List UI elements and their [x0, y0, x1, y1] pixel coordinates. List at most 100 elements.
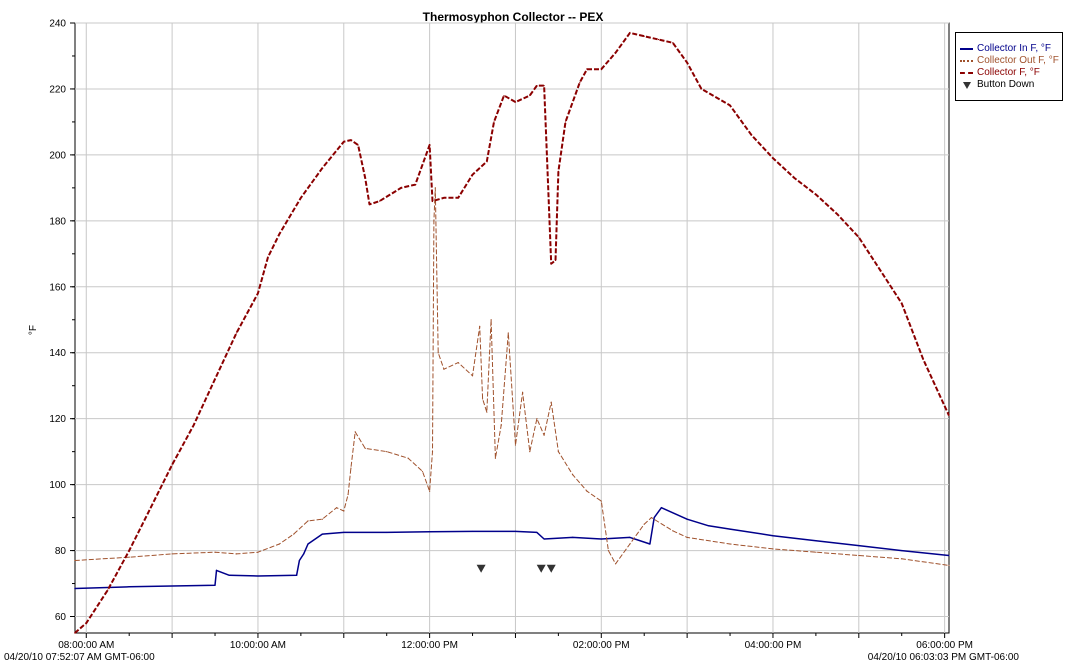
data-point — [128, 549, 130, 552]
data-point — [586, 490, 588, 492]
x-tick-label: 06:00:00 PM — [916, 640, 973, 651]
data-point — [536, 85, 538, 87]
data-point — [215, 569, 218, 571]
data-point — [407, 457, 409, 459]
data-point — [503, 94, 505, 97]
legend-swatch-collector — [960, 72, 973, 74]
x-tick-label: 02:00:00 PM — [573, 640, 630, 651]
data-point — [546, 154, 548, 156]
data-point — [350, 467, 352, 469]
data-point — [649, 543, 651, 545]
data-point — [235, 332, 238, 334]
data-point — [836, 213, 838, 215]
x-tick-label: 04:00:00 PM — [745, 640, 802, 651]
data-point — [707, 525, 710, 527]
data-point — [295, 574, 298, 576]
data-point — [901, 549, 903, 552]
data-point — [235, 553, 238, 555]
data-point — [858, 545, 860, 547]
y-axis-label: °F — [28, 325, 39, 335]
series-lines — [74, 31, 950, 634]
data-point — [429, 490, 431, 492]
legend-label-button-down: Button Down — [977, 79, 1035, 90]
button-down-marker — [476, 564, 486, 573]
data-point — [457, 362, 459, 364]
end-time-label: 04/20/10 06:03:03 PM GMT-06:00 — [868, 652, 1020, 663]
data-point — [660, 507, 662, 509]
data-point — [368, 203, 371, 205]
data-point — [750, 134, 753, 136]
data-point — [214, 584, 216, 586]
data-point — [431, 451, 434, 453]
data-point — [772, 535, 774, 537]
data-point — [514, 530, 517, 533]
data-point — [471, 174, 474, 176]
data-point — [529, 94, 531, 97]
data-point — [414, 183, 416, 186]
data-point — [564, 121, 567, 123]
data-point — [879, 269, 881, 271]
data-point — [729, 543, 731, 545]
start-time-label: 04/20/10 07:52:07 AM GMT-06:00 — [4, 652, 155, 663]
data-point — [815, 193, 817, 196]
data-point — [614, 52, 617, 54]
y-tick-label: 200 — [49, 150, 66, 161]
data-point — [421, 470, 424, 473]
y-tick-label: 100 — [49, 480, 66, 491]
data-point — [429, 531, 431, 533]
legend-label-collector: Collector F, °F — [977, 67, 1040, 78]
data-point — [700, 88, 703, 90]
data-point — [321, 167, 323, 169]
data-point — [298, 559, 301, 562]
data-point — [629, 536, 631, 538]
data-point — [192, 424, 195, 426]
data-point — [307, 520, 309, 522]
data-point — [347, 493, 349, 496]
y-tick-label: 60 — [55, 612, 67, 623]
data-point — [343, 141, 345, 143]
data-point — [772, 548, 774, 550]
data-point — [793, 177, 796, 179]
button-down-marker — [546, 564, 556, 573]
data-point — [614, 563, 617, 565]
data-point — [543, 434, 545, 436]
data-point — [672, 42, 674, 44]
data-point — [579, 81, 581, 83]
data-point — [293, 533, 295, 535]
data-point — [457, 197, 459, 199]
y-tick-label: 120 — [49, 414, 66, 425]
data-point — [858, 554, 860, 557]
data-point — [586, 68, 588, 70]
data-point — [543, 85, 545, 87]
data-point — [364, 177, 366, 179]
data-point — [85, 622, 87, 624]
data-point — [434, 187, 436, 189]
data-point — [343, 531, 345, 534]
y-tick-label: 80 — [55, 546, 67, 557]
data-point — [214, 378, 216, 380]
data-point — [494, 457, 497, 459]
data-point — [948, 564, 950, 567]
data-point — [557, 170, 559, 172]
data-point — [443, 197, 445, 199]
data-point — [471, 375, 474, 377]
data-point — [815, 551, 817, 553]
data-point — [321, 518, 323, 520]
data-point — [278, 233, 281, 235]
data-point — [171, 464, 173, 466]
series-line-0 — [74, 506, 949, 590]
data-point — [479, 325, 481, 327]
triangle-down-icon — [963, 82, 971, 89]
data-point — [522, 391, 524, 393]
data-point — [948, 414, 950, 416]
x-tick-label: 08:00:00 AM — [58, 640, 114, 651]
x-tick-label: 10:00:00 AM — [230, 640, 286, 651]
data-point — [629, 543, 631, 545]
series-line-2 — [74, 31, 950, 634]
data-point — [686, 518, 688, 520]
data-point — [378, 200, 381, 202]
data-point — [600, 68, 602, 70]
data-point — [686, 61, 688, 64]
data-point — [948, 554, 950, 557]
grid-lines — [75, 22, 949, 633]
